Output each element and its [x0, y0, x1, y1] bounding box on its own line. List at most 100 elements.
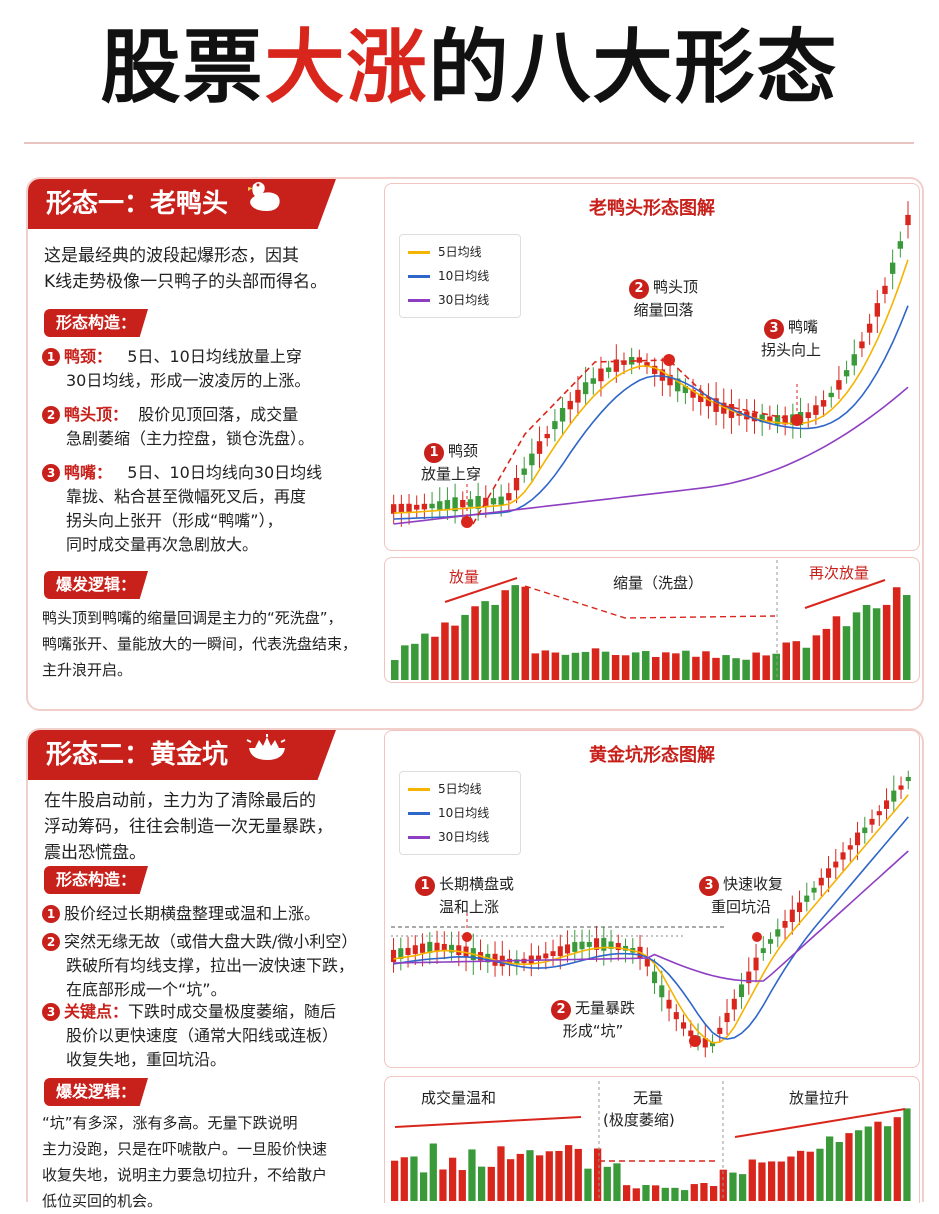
- volume-bar: [768, 1161, 776, 1201]
- candle: [851, 354, 857, 366]
- candle: [840, 852, 846, 860]
- candle: [713, 398, 719, 412]
- candle: [659, 985, 665, 998]
- pattern2-item-1: 1 股价经过长期横盘整理或温和上涨。: [42, 902, 382, 926]
- marker-duck-head: [663, 354, 675, 366]
- candle: [506, 493, 512, 501]
- volume-bar: [497, 1146, 505, 1201]
- pattern2-logic-label: 爆发逻辑：: [44, 1078, 149, 1106]
- volume-bar: [903, 1108, 911, 1201]
- candle: [739, 984, 745, 998]
- candle: [590, 378, 596, 384]
- candle: [644, 362, 650, 367]
- candle: [843, 370, 850, 377]
- volume-bar: [561, 654, 570, 680]
- candle: [615, 943, 621, 951]
- candle: [567, 400, 573, 410]
- candle: [652, 365, 658, 374]
- volume-bar: [862, 605, 871, 680]
- candle: [490, 498, 497, 505]
- volume-bar: [874, 1121, 882, 1201]
- volume-bar: [642, 1184, 650, 1201]
- pattern2-volume-label-4: 放量拉升: [789, 1089, 850, 1107]
- duck-icon: [245, 179, 283, 229]
- volume-bar: [826, 1136, 834, 1201]
- candle: [608, 941, 614, 949]
- volume-bar: [401, 645, 409, 680]
- volume-bar: [812, 635, 821, 680]
- candle: [652, 971, 658, 984]
- candle: [550, 951, 556, 956]
- candle: [751, 412, 758, 422]
- pattern1-section: 形态一：老鸭头 这是最经典的波段起爆形态，因其 K线走势极像一只鸭子的头部而得名。…: [26, 177, 924, 711]
- arrow-up-right: [804, 579, 886, 609]
- candle: [467, 499, 474, 507]
- title-divider: [24, 142, 914, 144]
- pattern1-legend: 5日均线 10日均线 30日均线: [399, 234, 521, 318]
- pattern1-volume-label-3: 再次放量: [809, 564, 870, 582]
- volume-bar: [411, 643, 419, 680]
- volume-bar: [526, 1150, 534, 1201]
- pattern2-tag: 形态二：黄金坑: [28, 730, 336, 780]
- marker-duck-neck: [461, 516, 473, 528]
- pattern1-logic-label: 爆发逻辑：: [44, 571, 149, 599]
- volume-bar: [692, 656, 700, 680]
- pattern2-item-3: 3 关键点：下跌时成交量极度萎缩，随后 股价以更快速度（通常大阳线或连板） 收复失…: [42, 1000, 382, 1072]
- pattern2-annotation-3: 3 快速收复 重回坑沿: [699, 873, 783, 918]
- candle: [601, 937, 607, 951]
- page-title: 股票大涨的八大形态: [100, 21, 839, 114]
- arrow-mild: [394, 1116, 582, 1128]
- volume-bar: [722, 655, 730, 680]
- candle: [529, 453, 535, 466]
- pattern1-tag: 形态一：老鸭头: [28, 179, 336, 229]
- pattern2-legend: 5日均线 10日均线 30日均线: [399, 771, 521, 855]
- ma10-line: [393, 816, 909, 1040]
- candle: [613, 359, 619, 372]
- candle: [405, 947, 411, 955]
- candle: [575, 389, 581, 403]
- candle: [441, 943, 447, 952]
- volume-bar: [521, 586, 530, 680]
- pattern1-structure-label: 形态构造：: [44, 309, 149, 337]
- volume-bar: [681, 1190, 689, 1201]
- legend-ma30: 30日均线: [408, 291, 489, 309]
- volume-bar: [429, 1143, 437, 1201]
- volume-bar: [661, 1187, 669, 1201]
- candle: [753, 957, 759, 971]
- volume-bar: [652, 656, 660, 680]
- volume-bar: [845, 1133, 853, 1201]
- volume-bar: [832, 616, 841, 680]
- candle: [557, 946, 563, 957]
- volume-bar: [487, 1166, 495, 1201]
- pattern2-volume-label-1: 成交量温和: [421, 1089, 497, 1107]
- legend-ma30: 30日均线: [408, 828, 489, 846]
- candle: [391, 949, 397, 963]
- legend-ma5: 5日均线: [408, 780, 482, 798]
- candle: [552, 421, 558, 430]
- candle: [675, 378, 681, 392]
- volume-bar: [855, 1130, 863, 1201]
- marker-duck-beak: [791, 414, 803, 426]
- candle: [898, 785, 904, 790]
- volume-bar: [391, 1160, 399, 1201]
- volume-bar: [451, 625, 459, 680]
- candle: [866, 323, 873, 333]
- volume-bar: [541, 650, 550, 680]
- candle: [811, 887, 817, 893]
- volume-bar: [671, 1187, 679, 1201]
- candle: [605, 367, 612, 372]
- volume-bar: [594, 1148, 602, 1201]
- ma30-line: [393, 850, 909, 982]
- pattern1-item-3: 3 鸭嘴： 5日、10日均线向30日均线 靠拢、粘合甚至微幅死叉后，再度 拐头向上…: [42, 461, 382, 557]
- candle: [774, 415, 781, 425]
- legend-ma10: 10日均线: [408, 804, 489, 822]
- ma10-line: [393, 305, 909, 520]
- candle: [889, 262, 896, 274]
- candle: [507, 958, 513, 965]
- candle: [884, 800, 890, 809]
- volume-bar: [777, 1161, 785, 1201]
- volume-bar: [842, 626, 851, 680]
- volume-bar: [758, 1162, 766, 1201]
- candle: [498, 496, 504, 505]
- pattern1-volume-label-2: 缩量（洗盘）: [613, 574, 704, 592]
